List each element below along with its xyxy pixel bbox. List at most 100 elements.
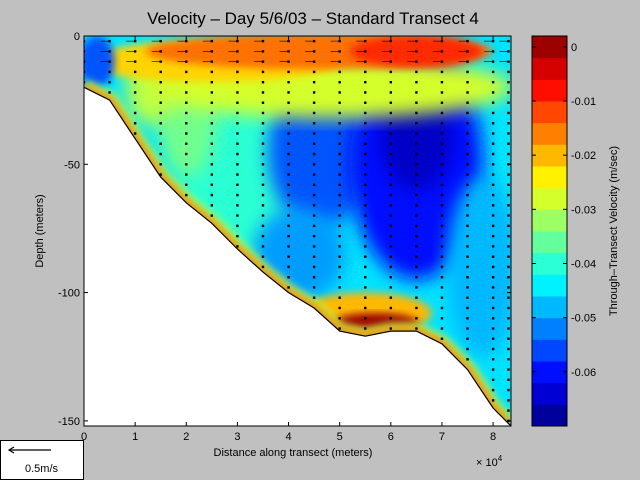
- vector-point: [440, 214, 444, 217]
- vector-point: [236, 245, 239, 248]
- vector-point: [236, 142, 239, 145]
- vector-point: [236, 173, 239, 176]
- vector-point: [507, 193, 510, 197]
- vector-point: [491, 163, 495, 166]
- vector-point: [338, 265, 341, 269]
- vector-point: [491, 142, 495, 145]
- vector-point: [312, 296, 316, 299]
- vector-point: [133, 111, 137, 115]
- x-tick-label: 6: [388, 431, 394, 443]
- vector-point: [389, 80, 393, 84]
- vector-point: [389, 317, 393, 320]
- vector-point: [287, 70, 290, 74]
- vector-point: [287, 101, 290, 104]
- vector-point: [236, 80, 239, 84]
- x-tick-label: 0: [81, 431, 87, 443]
- vector-point: [312, 234, 316, 238]
- vector-point: [415, 70, 418, 74]
- vector-point: [491, 101, 495, 104]
- vector-point: [466, 111, 469, 115]
- x-tick-label: 3: [234, 431, 240, 443]
- vector-point: [312, 275, 316, 279]
- vector-point: [440, 234, 444, 238]
- vector-point: [415, 132, 418, 135]
- colorbar-tick-label: -0.05: [571, 313, 596, 325]
- vector-point: [466, 132, 469, 135]
- vector-point: [312, 163, 316, 166]
- vector-point: [159, 142, 162, 145]
- colorbar-band: [532, 166, 567, 189]
- vector-point: [466, 101, 469, 104]
- x-tick-label: 8: [490, 431, 496, 443]
- vector-point: [236, 214, 239, 217]
- vector-point: [507, 234, 510, 238]
- vector-point: [507, 111, 510, 115]
- scale-arrow-legend: 0.5m/s: [0, 440, 84, 480]
- vector-point: [389, 122, 393, 125]
- vector-point: [466, 337, 469, 340]
- vector-point: [185, 101, 188, 104]
- vector-point: [133, 132, 137, 135]
- vector-point: [466, 60, 469, 63]
- vector-point: [466, 163, 469, 166]
- vector-point: [491, 286, 495, 289]
- vector-point: [507, 152, 510, 156]
- vector-point: [287, 91, 290, 94]
- vector-point: [364, 265, 367, 269]
- vector-point: [507, 224, 510, 228]
- y-tick-label: -150: [58, 416, 80, 428]
- vector-point: [338, 142, 341, 145]
- vector-point: [108, 70, 111, 74]
- colorbar-band: [532, 101, 567, 124]
- vector-point: [364, 101, 367, 104]
- vector-point: [364, 132, 367, 135]
- colorbar-band: [532, 57, 567, 80]
- vector-point: [210, 214, 214, 217]
- vector-point: [389, 255, 393, 258]
- colorbar: 0 -0.01 -0.02 -0.03 -0.04 -0.05 -0.06 Through–…: [531, 35, 620, 427]
- velocity-vectors: [84, 39, 510, 423]
- vector-point: [507, 204, 510, 207]
- vector-point: [466, 152, 469, 156]
- vector-point: [364, 60, 367, 63]
- y-axis-label: Depth (meters): [34, 194, 46, 267]
- vector-point: [389, 306, 393, 310]
- vector-point: [364, 306, 367, 310]
- vector-point: [338, 317, 341, 320]
- scale-arrow-icon: [7, 446, 51, 454]
- vector-point: [491, 275, 495, 279]
- vector-point: [159, 80, 162, 84]
- vector-point: [491, 224, 495, 228]
- vector-point: [210, 204, 214, 207]
- vector-point: [440, 224, 444, 228]
- vector-point: [415, 327, 418, 330]
- vector-point: [287, 275, 290, 279]
- vector-point: [364, 91, 367, 94]
- vector-point: [389, 101, 393, 104]
- vector-point: [364, 173, 367, 176]
- x-tick-label: 5: [337, 431, 343, 443]
- vector-point: [312, 101, 316, 104]
- vector-point: [185, 122, 188, 125]
- vector-point: [466, 39, 469, 43]
- vector-point: [440, 275, 444, 279]
- vector-point: [466, 327, 469, 330]
- vector-point: [440, 296, 444, 299]
- vector-point: [185, 142, 188, 145]
- vector-point: [491, 91, 495, 94]
- vector-point: [261, 70, 265, 74]
- vector-point: [338, 286, 341, 289]
- vector-point: [236, 163, 239, 166]
- y-tick-label: 0: [74, 31, 80, 43]
- vector-point: [491, 337, 495, 340]
- vector-point: [84, 60, 86, 63]
- vector-point: [415, 265, 418, 269]
- vector-point: [440, 173, 444, 176]
- vector-point: [364, 275, 367, 279]
- vector-point: [236, 111, 239, 115]
- vector-point: [185, 173, 188, 176]
- vector-point: [312, 122, 316, 125]
- vector-point: [236, 152, 239, 156]
- vector-point: [287, 80, 290, 84]
